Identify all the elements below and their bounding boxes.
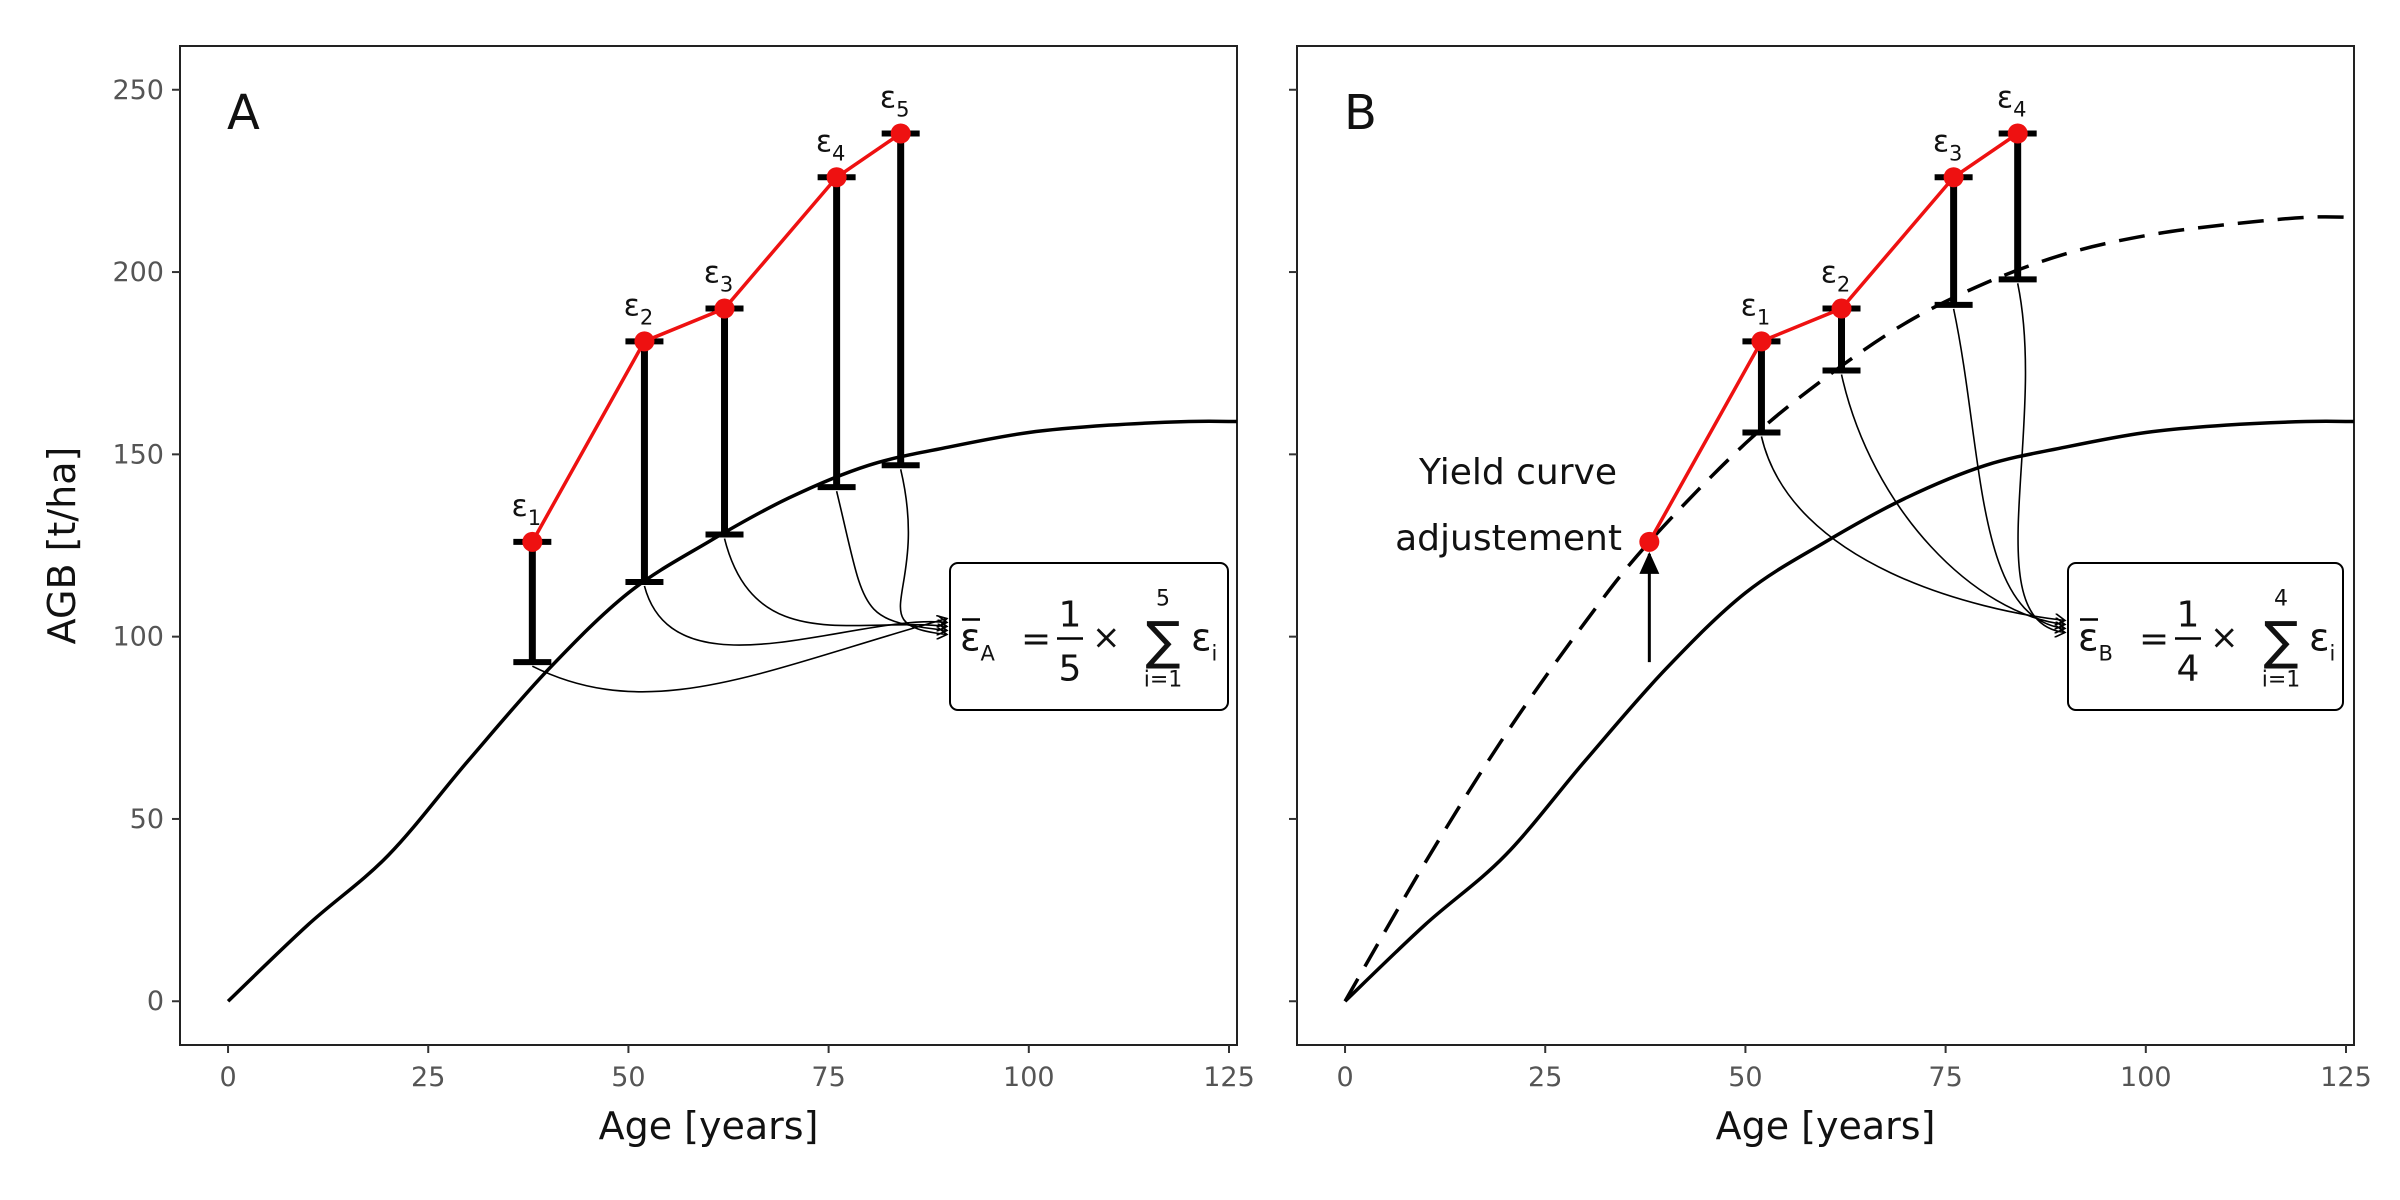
formula-mean-symbol: εB <box>2078 616 2113 666</box>
formula-box: εA =15×5∑i=1εi <box>949 562 1229 711</box>
observed-point <box>826 167 847 188</box>
observed-point <box>714 298 735 319</box>
residual-arrow <box>899 469 947 634</box>
x-tick-label: 75 <box>811 1062 845 1093</box>
residual-arrow <box>835 490 947 630</box>
formula-equals: = <box>2139 619 2169 660</box>
formula-denominator: 5 <box>1059 649 1082 690</box>
formula-term: εi <box>1191 616 1217 666</box>
formula-denominator: 4 <box>2177 649 2200 690</box>
formula-frame <box>949 562 1229 711</box>
panel-label: A <box>227 85 260 141</box>
residual-label: ε1 <box>1741 288 1771 329</box>
residual-label: ε4 <box>816 124 846 165</box>
formula-sum: ∑ <box>2263 612 2298 672</box>
x-tick-label: 0 <box>219 1062 236 1093</box>
formula-frame <box>2067 562 2344 711</box>
x-tick-label: 100 <box>2120 1062 2172 1093</box>
observed-line <box>1647 132 2019 543</box>
x-tick-label: 125 <box>1203 1062 1255 1093</box>
x-axis-title: Age [years] <box>1716 1104 1936 1148</box>
residual-label: ε5 <box>880 81 910 122</box>
yield-curve <box>1343 419 2355 1003</box>
x-tick-label: 100 <box>1003 1062 1055 1093</box>
y-tick-label: 0 <box>147 986 164 1017</box>
x-axis-title: Age [years] <box>599 1104 819 1148</box>
observed-point <box>1751 331 1772 352</box>
formula-sum: ∑ <box>1145 612 1180 672</box>
formula-numerator: 1 <box>2177 595 2200 636</box>
y-axis-title: AGB [t/ha] <box>40 447 84 645</box>
residual-label: ε3 <box>1933 124 1963 165</box>
formula-sum-top: 5 <box>1156 587 1170 612</box>
y-tick-label: 100 <box>112 622 164 653</box>
observed-point <box>634 331 655 352</box>
panel-label: B <box>1344 85 1377 141</box>
formula-term: εi <box>2309 616 2335 666</box>
y-tick-label: 50 <box>130 804 164 835</box>
observed-line <box>530 132 902 543</box>
y-tick-label: 250 <box>112 75 164 106</box>
x-tick-label: 25 <box>1528 1062 1562 1093</box>
residual-label: ε3 <box>704 256 734 297</box>
formula-sum-top: 4 <box>2274 587 2288 612</box>
panel-a: 0 25 50 75 100 125 0 50 100 150 200 250 Age [years] A… <box>40 45 1255 1148</box>
formula-sum-bottom: i=1 <box>2262 668 2301 693</box>
observed-point <box>2007 123 2028 144</box>
residual-arrow <box>723 538 947 627</box>
formula-sum-bottom: i=1 <box>1144 668 1183 693</box>
residual-label: ε1 <box>512 489 542 530</box>
residual-arrow <box>531 619 947 693</box>
observed-point <box>1943 167 1964 188</box>
annotation-line-2: adjustement <box>1395 518 1622 559</box>
formula-numerator: 1 <box>1059 595 1082 636</box>
adjusted-yield-curve <box>1343 215 2355 1003</box>
residual-arrow <box>1840 374 2065 624</box>
residual-arrow <box>1760 436 2065 620</box>
x-tick-label: 75 <box>1928 1062 1962 1093</box>
x-tick-label: 0 <box>1336 1062 1353 1093</box>
formula-box: εB =14×4∑i=1εi <box>2067 562 2344 711</box>
formula-times: × <box>2210 618 2239 658</box>
residual-label: ε2 <box>624 288 654 329</box>
x-tick-label: 125 <box>2320 1062 2372 1093</box>
residual-arrow <box>2016 283 2065 632</box>
formula-times: × <box>1092 618 1121 658</box>
observed-point <box>1831 298 1852 319</box>
y-tick-label: 200 <box>112 257 164 288</box>
x-tick-label: 50 <box>1728 1062 1762 1093</box>
formula-equals: = <box>1021 619 1051 660</box>
residual-label: ε2 <box>1821 256 1851 297</box>
x-tick-label: 50 <box>611 1062 645 1093</box>
observed-point <box>522 531 543 552</box>
y-tick-label: 150 <box>112 439 164 470</box>
plot-frame <box>179 45 1238 1046</box>
yield-curve <box>226 419 1238 1003</box>
plot-frame <box>1296 45 2355 1046</box>
formula-mean-symbol: εA <box>960 616 996 666</box>
observed-point <box>890 123 911 144</box>
x-tick-label: 25 <box>411 1062 445 1093</box>
residual-label: ε4 <box>1997 81 2027 122</box>
observed-point <box>1639 531 1660 552</box>
annotation-line-1: Yield curve <box>1418 452 1617 493</box>
